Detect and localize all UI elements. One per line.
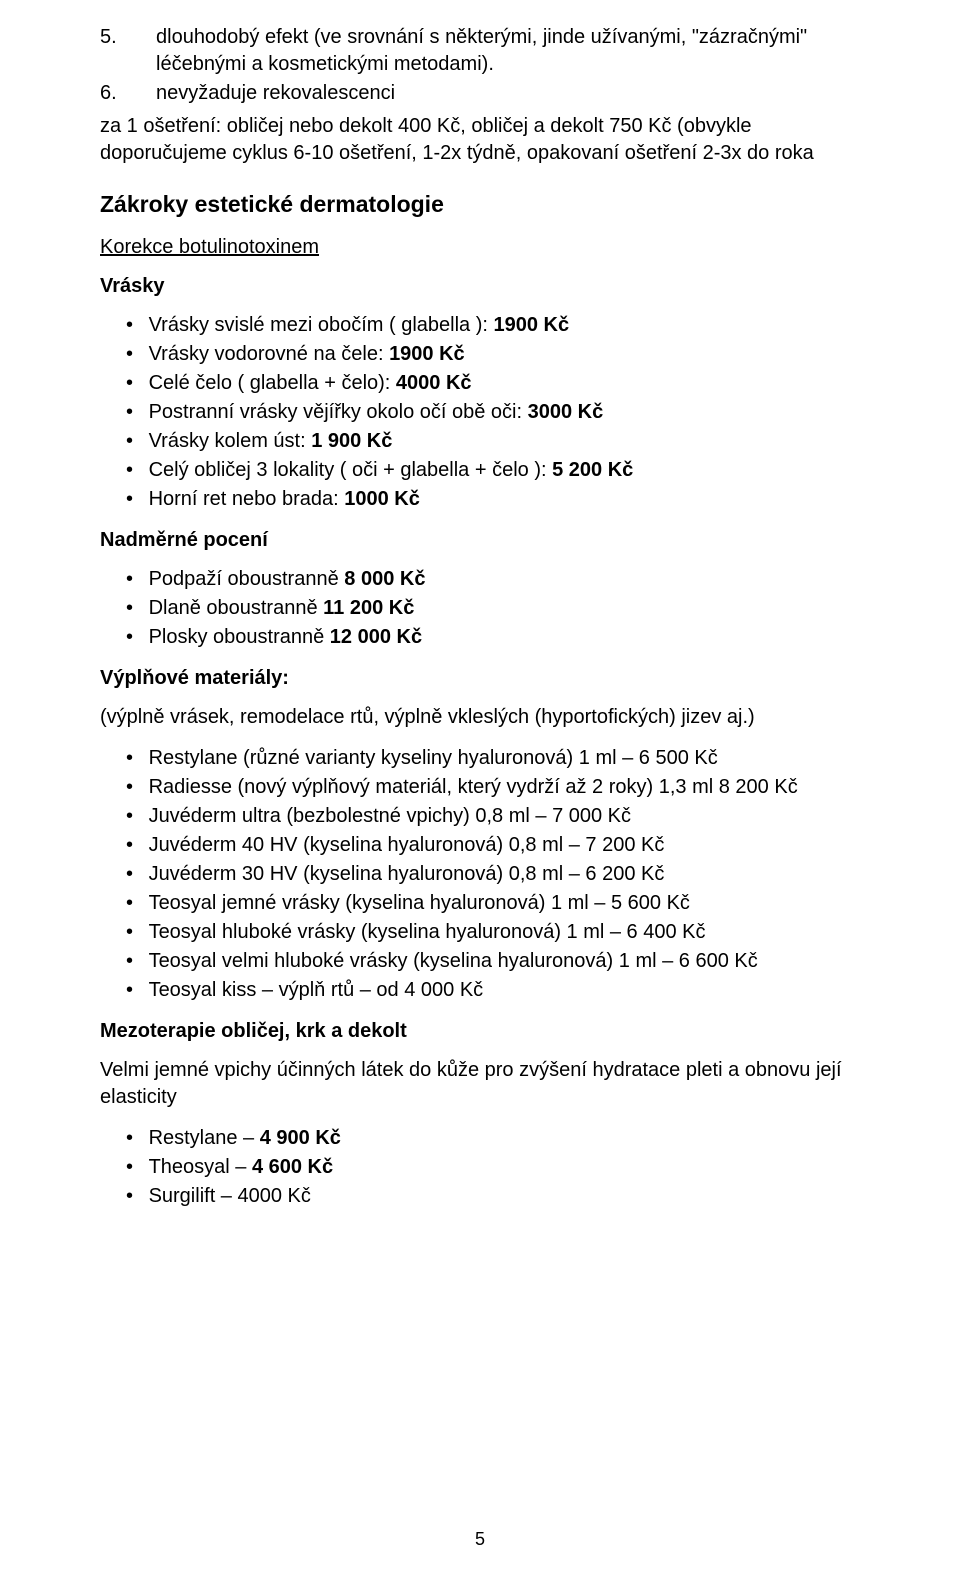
list-item: Vrásky svislé mezi obočím ( glabella ): … [148, 312, 880, 339]
list-item: Teosyal jemné vrásky (kyselina hyalurono… [148, 890, 880, 917]
subheading-poceni: Nadměrné pocení [100, 529, 880, 552]
list-item: Celé čelo ( glabella + čelo): 4000 Kč [148, 370, 880, 397]
section-heading-zakroky: Zákroky estetické dermatologie [100, 191, 880, 218]
mezo-paragraph: Velmi jemné vpichy účinných látek do kůž… [100, 1057, 880, 1111]
list-item: Vrásky vodorovné na čele: 1900 Kč [148, 341, 880, 368]
list-text: dlouhodobý efekt (ve srovnání s některým… [156, 24, 880, 78]
list-item: Postranní vrásky vějířky okolo očí obě o… [148, 399, 880, 426]
list-item: Celý obličej 3 lokality ( oči + glabella… [148, 457, 880, 484]
list-item: 5. dlouhodobý efekt (ve srovnání s někte… [100, 24, 880, 78]
list-item: Teosyal velmi hluboké vrásky (kyselina h… [148, 948, 880, 975]
list-item: Horní ret nebo brada: 1000 Kč [148, 486, 880, 513]
subheading-korekce: Korekce botulinotoxinem [100, 236, 880, 259]
vyplnove-note: (výplně vrásek, remodelace rtů, výplně v… [100, 704, 880, 731]
list-item: Juvéderm ultra (bezbolestné vpichy) 0,8 … [148, 803, 880, 830]
list-item: Teosyal kiss – výplň rtů – od 4 000 Kč [148, 977, 880, 1004]
numbered-list: 5. dlouhodobý efekt (ve srovnání s někte… [100, 24, 880, 107]
list-item: Restylane (různé varianty kyseliny hyalu… [148, 745, 880, 772]
list-item: Plosky oboustranně 12 000 Kč [148, 624, 880, 651]
subheading-vrasky: Vrásky [100, 275, 880, 298]
list-item: Vrásky kolem úst: 1 900 Kč [148, 428, 880, 455]
list-item: Dlaně oboustranně 11 200 Kč [148, 595, 880, 622]
vyplnove-list: Restylane (různé varianty kyseliny hyalu… [100, 745, 880, 1004]
vrasky-list: Vrásky svislé mezi obočím ( glabella ): … [100, 312, 880, 513]
list-number: 6. [100, 80, 156, 107]
list-item: Juvéderm 40 HV (kyselina hyaluronová) 0,… [148, 832, 880, 859]
list-item: Radiesse (nový výplňový materiál, který … [148, 774, 880, 801]
page-container: 5. dlouhodobý efekt (ve srovnání s někte… [0, 0, 960, 1570]
pricing-paragraph: za 1 ošetření: obličej nebo dekolt 400 K… [100, 113, 880, 167]
poceni-list: Podpaží oboustranně 8 000 Kč Dlaně obous… [100, 566, 880, 651]
list-number: 5. [100, 24, 156, 78]
list-item: Podpaží oboustranně 8 000 Kč [148, 566, 880, 593]
list-item: Theosyal – 4 600 Kč [148, 1154, 880, 1181]
list-item: 6. nevyžaduje rekovalescenci [100, 80, 880, 107]
list-item: Teosyal hluboké vrásky (kyselina hyaluro… [148, 919, 880, 946]
list-item: Restylane – 4 900 Kč [148, 1125, 880, 1152]
list-text: nevyžaduje rekovalescenci [156, 80, 395, 107]
list-item: Surgilift – 4000 Kč [148, 1183, 880, 1210]
page-number: 5 [0, 1529, 960, 1550]
subheading-mezo: Mezoterapie obličej, krk a dekolt [100, 1020, 880, 1043]
list-item: Juvéderm 30 HV (kyselina hyaluronová) 0,… [148, 861, 880, 888]
subheading-vyplnove: Výplňové materiály: [100, 667, 880, 690]
mezo-list: Restylane – 4 900 Kč Theosyal – 4 600 Kč… [100, 1125, 880, 1210]
